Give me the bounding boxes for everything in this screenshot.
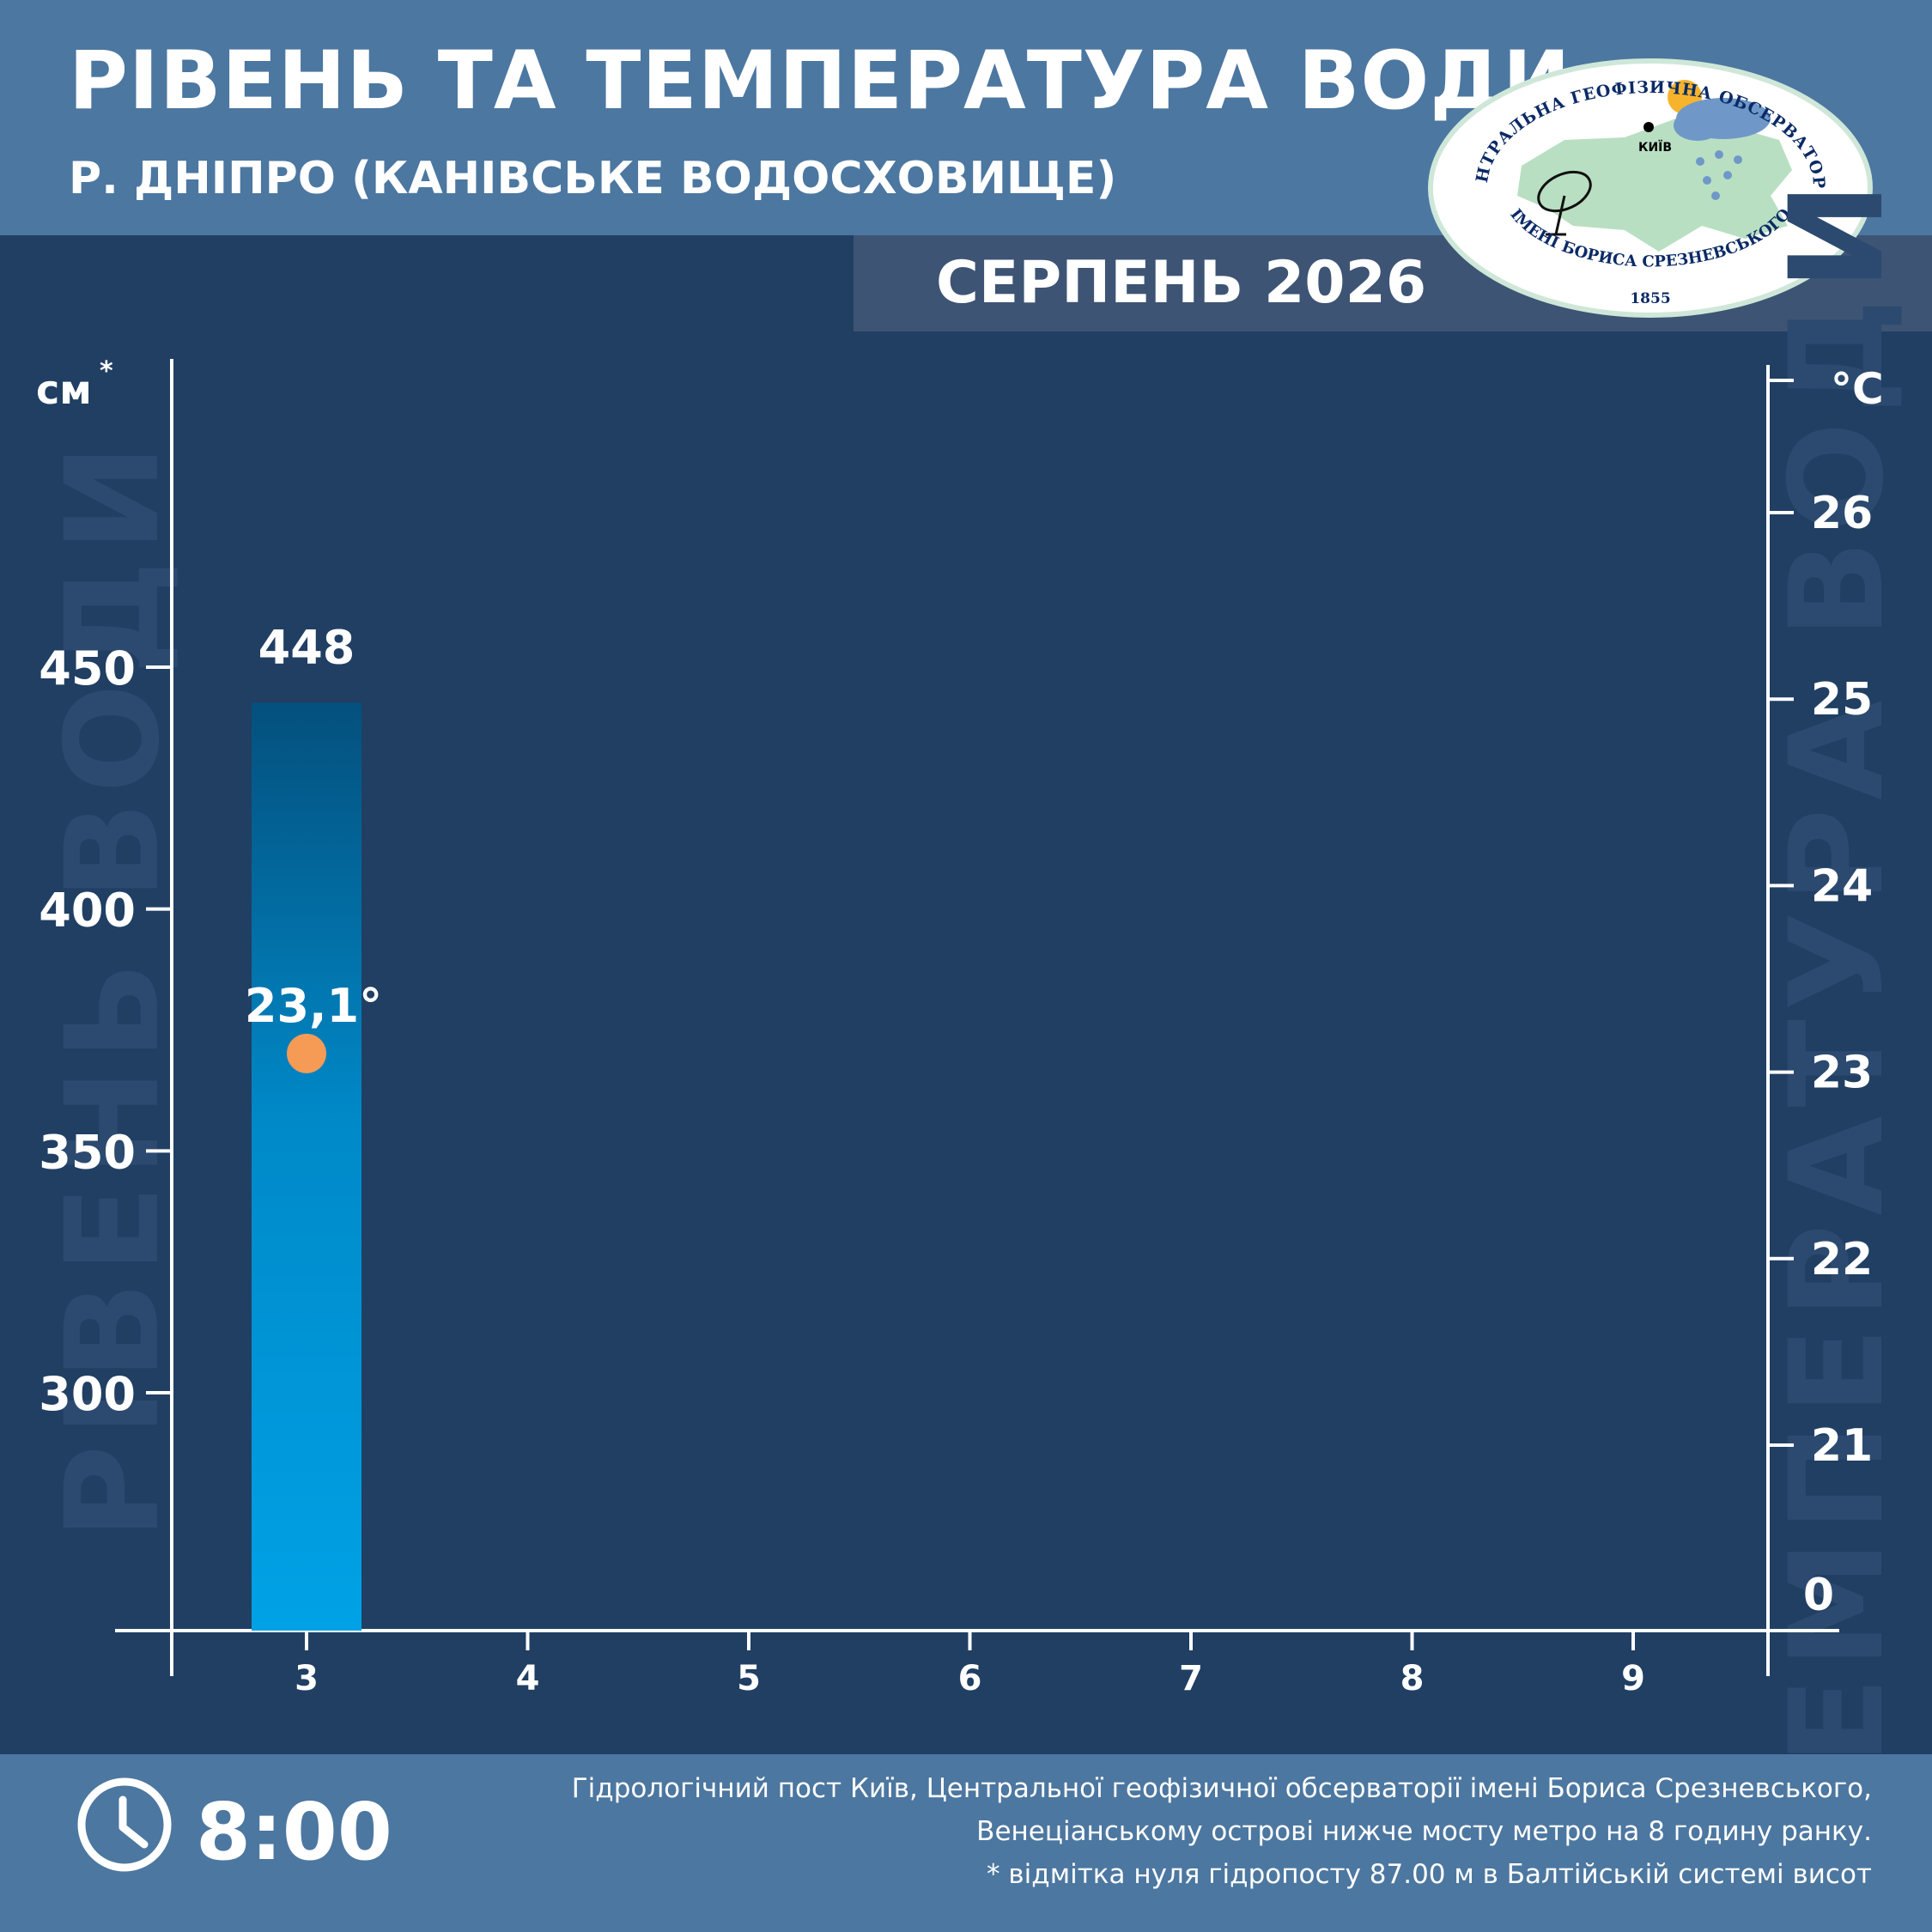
right-axis-baseline-label: 0 bbox=[1803, 1570, 1834, 1621]
logo-year: 1855 bbox=[1630, 290, 1670, 307]
right-tick-label: 26 bbox=[1811, 488, 1873, 539]
right-tick-label: 25 bbox=[1811, 674, 1873, 726]
left-tick-label: 350 bbox=[39, 1125, 136, 1179]
x-tick-label: 5 bbox=[737, 1659, 761, 1698]
left-tick-label: 450 bbox=[39, 641, 136, 696]
left-axis-unit: см bbox=[36, 367, 92, 413]
footer-band bbox=[0, 1754, 1932, 1932]
observatory-logo: ЦЕНТРАЛЬНА ГЕОФІЗИЧНА ОБСЕРВАТОРІЯ ІМЕНІ… bbox=[1427, 58, 1873, 318]
left-tick-label: 300 bbox=[39, 1367, 136, 1421]
footer-note: Гідрологічний пост Київ, Центральної гео… bbox=[572, 1767, 1872, 1896]
x-tick-label: 4 bbox=[516, 1659, 540, 1698]
footer-note-line: * відмітка нуля гідропосту 87.00 м в Бал… bbox=[987, 1859, 1872, 1890]
level-bar-label: 448 bbox=[258, 620, 355, 674]
level-bar bbox=[252, 702, 361, 1631]
month-label: СЕРПЕНЬ 2026 bbox=[936, 249, 1427, 317]
footer-note-line: Гідрологічний пост Київ, Центральної гео… bbox=[571, 1773, 1872, 1804]
x-tick-label: 3 bbox=[295, 1659, 319, 1698]
footer-note-line: Венеціанському острові нижче мосту метро… bbox=[976, 1816, 1872, 1847]
x-tick-label: 8 bbox=[1400, 1659, 1425, 1698]
clock-icon bbox=[77, 1777, 172, 1872]
right-tick-label: 23 bbox=[1811, 1048, 1873, 1099]
right-tick-label: 22 bbox=[1811, 1234, 1873, 1285]
logo-city: КИЇВ bbox=[1638, 140, 1672, 155]
x-tick-label: 7 bbox=[1179, 1659, 1203, 1698]
temperature-point bbox=[287, 1033, 326, 1073]
right-tick-label: 21 bbox=[1811, 1420, 1873, 1472]
x-tick-label: 6 bbox=[958, 1659, 982, 1698]
page-subtitle: Р. ДНІПРО (КАНІВСЬКЕ ВОДОСХОВИЩЕ) bbox=[69, 153, 1117, 204]
page-title: РІВЕНЬ ТА ТЕМПЕРАТУРА ВОДИ bbox=[69, 34, 1571, 128]
left-axis-unit-mark: * bbox=[100, 356, 113, 386]
left-tick-label: 400 bbox=[39, 884, 136, 938]
x-tick-label: 9 bbox=[1621, 1659, 1645, 1698]
temperature-label: 23,1° bbox=[245, 979, 382, 1033]
right-axis-unit: °C bbox=[1831, 364, 1884, 414]
right-tick-label: 24 bbox=[1811, 860, 1873, 912]
observation-time: 8:00 bbox=[196, 1786, 392, 1878]
